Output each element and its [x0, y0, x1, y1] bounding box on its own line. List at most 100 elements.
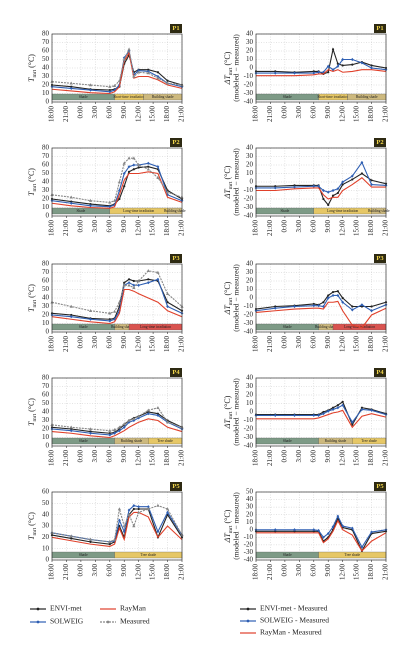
- y-tick-label: -20: [244, 540, 254, 548]
- point: [350, 420, 354, 424]
- x-tick-label: 12:00: [134, 450, 142, 466]
- point: [132, 163, 136, 167]
- legend-label: RayMan: [120, 604, 146, 613]
- y-tick-label: 50: [42, 399, 50, 407]
- point: [89, 203, 92, 206]
- series-line: ENVI-met: [51, 278, 183, 320]
- series-line: SOLWEIG - Measured: [256, 514, 387, 549]
- x-tick-label: 0:00: [280, 220, 288, 233]
- y-axis-label: ΔTmrt (°C): [223, 395, 234, 429]
- y-axis-label-part: mrt: [32, 69, 38, 77]
- point: [360, 545, 364, 549]
- plot-frame: [51, 263, 183, 333]
- series-line: ENVI-met - Measured: [256, 172, 387, 206]
- point: [360, 406, 364, 409]
- x-tick-label: 15:00: [353, 220, 361, 236]
- point: [341, 296, 344, 300]
- y-tick-label: 30: [42, 302, 50, 310]
- x-tick-label: 12:00: [338, 336, 346, 352]
- y-tick-label: 20: [246, 277, 254, 285]
- panel-tag: P1: [172, 25, 179, 32]
- point: [336, 64, 340, 68]
- point: [341, 300, 345, 304]
- point: [70, 85, 73, 88]
- y-tick-label: 10: [42, 433, 50, 441]
- x-tick-label: 6:00: [105, 106, 113, 119]
- point: [132, 504, 136, 508]
- point: [146, 507, 150, 511]
- x-tick-label: 9:00: [324, 450, 332, 463]
- point: [341, 57, 345, 62]
- point: [165, 291, 170, 295]
- point: [122, 171, 126, 176]
- x-tick-label: 18:00: [163, 220, 171, 236]
- point: [156, 270, 160, 274]
- point: [336, 290, 339, 293]
- y-tick-label: -20: [244, 311, 254, 319]
- series: ENVI-met: [50, 507, 184, 546]
- y-tick-label: 40: [246, 144, 254, 152]
- point: [350, 526, 354, 530]
- point: [331, 406, 335, 409]
- x-tick-label: 21:00: [178, 450, 186, 466]
- series-line: ENVI-met: [51, 166, 183, 207]
- x-tick-label: 21:00: [266, 106, 274, 122]
- phase-label: Shade: [280, 209, 289, 213]
- point: [127, 47, 131, 51]
- series-line: RayMan: [51, 171, 183, 209]
- x-tick-label: 6:00: [309, 450, 317, 463]
- x-tick-label: 12:00: [338, 220, 346, 236]
- point: [118, 524, 121, 528]
- x-tick-label: 9:00: [120, 450, 128, 463]
- x-tick-label: 15:00: [149, 336, 157, 352]
- panel-tag: P4: [172, 369, 180, 376]
- x-tick-label: 18:00: [48, 220, 56, 236]
- series: Measured: [50, 47, 184, 88]
- x-tick-label: 6:00: [309, 564, 317, 577]
- y-axis-label-part: mrt: [228, 297, 234, 305]
- x-tick-label: 18:00: [48, 564, 56, 580]
- y-tick-label: 10: [42, 544, 50, 552]
- y-tick-label: 30: [246, 503, 254, 511]
- point: [117, 300, 122, 304]
- point: [273, 186, 277, 190]
- y-axis-label-part: ΔT: [223, 533, 232, 544]
- y-tick-label: 10: [246, 399, 254, 407]
- panel-tag-box: [170, 24, 182, 33]
- series-line: SOLWEIG: [51, 278, 183, 322]
- y-tick-label: -10: [244, 72, 254, 80]
- point: [351, 63, 354, 66]
- x-tick-label: 18:00: [252, 336, 260, 352]
- phase-label: Building shade: [325, 439, 347, 443]
- point: [146, 167, 150, 171]
- y-axis-label-part: (°C): [27, 168, 36, 184]
- x-tick-label: 3:00: [295, 564, 303, 577]
- point: [341, 64, 344, 67]
- series-line: SOLWEIG: [51, 162, 183, 208]
- series: RayMan - Measured: [255, 300, 387, 329]
- y-tick-label: 20: [42, 311, 50, 319]
- y-tick-label: 10: [42, 319, 50, 327]
- point: [69, 534, 73, 538]
- point: [113, 431, 116, 435]
- point: [146, 505, 150, 509]
- point: [108, 319, 112, 323]
- x-tick-label: 9:00: [324, 106, 332, 119]
- point: [322, 304, 325, 309]
- phase-label: Shade: [79, 439, 88, 443]
- series: RayMan - Measured: [256, 519, 387, 552]
- y-tick-label: 40: [42, 510, 50, 518]
- series-line: ENVI-met - Measured: [255, 290, 387, 310]
- y-axis-label: Tmrt (°C): [27, 398, 38, 426]
- point: [132, 279, 135, 283]
- x-tick-label: 3:00: [295, 450, 303, 463]
- legend-marker: [246, 607, 250, 611]
- x-tick-label: 9:00: [120, 106, 128, 119]
- series-line: Measured: [51, 270, 183, 314]
- y-tick-label: 50: [42, 169, 50, 177]
- y-axis-label-part: ΔT: [223, 75, 232, 86]
- y-axis-label: Tmrt (°C): [27, 54, 38, 82]
- x-tick-label: 12:00: [338, 450, 346, 466]
- x-tick-label: 21:00: [62, 564, 70, 580]
- y-tick-label: 20: [246, 391, 254, 399]
